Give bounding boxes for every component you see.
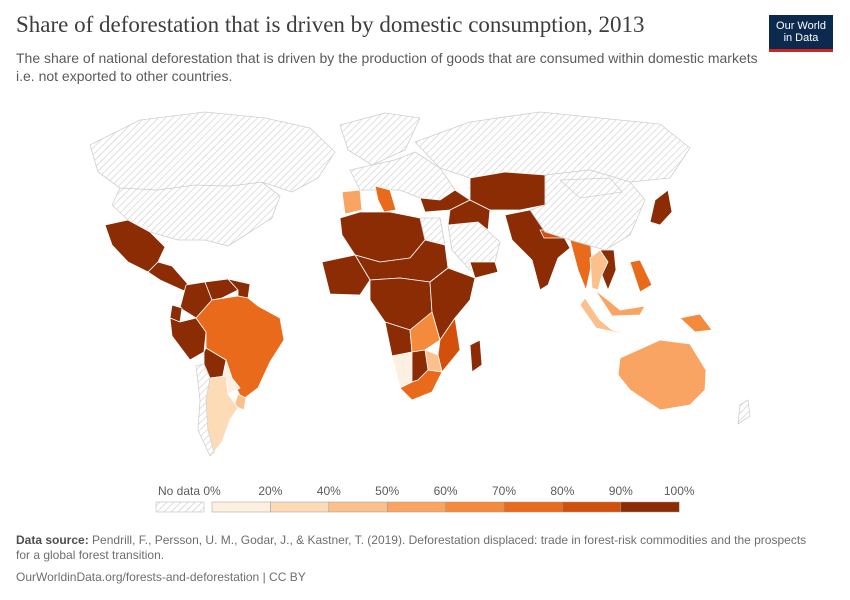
legend-tick-label-3: 50% bbox=[375, 484, 399, 498]
footer-link[interactable]: OurWorldinData.org/forests-and-deforesta… bbox=[16, 570, 260, 584]
legend-tick-label-8: 100% bbox=[664, 484, 695, 498]
footer-license: CC BY bbox=[269, 570, 306, 584]
legend-bin-6 bbox=[562, 501, 622, 513]
region-spain[interactable] bbox=[341, 189, 363, 215]
footer: OurWorldinData.org/forests-and-deforesta… bbox=[16, 570, 306, 584]
legend-tick-label-7: 90% bbox=[609, 484, 633, 498]
region-namibia[interactable] bbox=[391, 351, 413, 389]
legend-bin-1 bbox=[270, 501, 330, 513]
legend-bin-0 bbox=[211, 501, 271, 513]
region-italy[interactable] bbox=[374, 185, 397, 213]
region-malaysia[interactable] bbox=[594, 289, 646, 317]
logo-line-2: in Data bbox=[783, 32, 819, 44]
region-russia[interactable] bbox=[414, 111, 691, 183]
owid-logo[interactable]: Our World in Data bbox=[769, 15, 833, 52]
region-japan[interactable] bbox=[649, 189, 673, 226]
legend-tick-label-0: 0% bbox=[203, 484, 221, 498]
legend-tick-label-5: 70% bbox=[492, 484, 516, 498]
region-new-zealand[interactable] bbox=[737, 399, 751, 425]
region-sumatra[interactable] bbox=[579, 297, 633, 337]
region-west-africa[interactable] bbox=[321, 254, 371, 296]
region-north-africa[interactable] bbox=[339, 211, 426, 263]
color-legend: No data 0% 20% 40% 50% 60% 70% 80% 90% 100% bbox=[150, 483, 710, 517]
region-venezuela[interactable] bbox=[204, 278, 239, 301]
region-greenland[interactable] bbox=[339, 112, 421, 166]
region-australia[interactable] bbox=[617, 339, 707, 411]
legend-bin-7 bbox=[620, 501, 680, 513]
legend-no-data-label: No data bbox=[158, 484, 200, 498]
chart-subtitle: The share of national deforestation that… bbox=[16, 50, 758, 84]
world-map bbox=[0, 90, 850, 470]
legend-no-data-swatch bbox=[155, 501, 205, 513]
region-south-africa[interactable] bbox=[399, 369, 443, 401]
legend-tick-label-1: 20% bbox=[258, 484, 282, 498]
region-vietnam[interactable] bbox=[599, 249, 617, 291]
region-papua-new-guinea[interactable] bbox=[679, 313, 713, 333]
region-mozambique[interactable] bbox=[437, 317, 461, 373]
region-madagascar[interactable] bbox=[469, 339, 483, 373]
legend-bin-3 bbox=[386, 501, 446, 513]
legend-bin-5 bbox=[503, 501, 563, 513]
region-yemen[interactable] bbox=[469, 261, 499, 279]
legend-tick-label-2: 40% bbox=[317, 484, 341, 498]
region-philippines[interactable] bbox=[629, 259, 653, 293]
data-source: Data source: Pendrill, F., Persson, U. M… bbox=[16, 533, 816, 563]
region-zambia[interactable] bbox=[409, 311, 441, 353]
legend-tick-label-6: 80% bbox=[550, 484, 574, 498]
data-source-label: Data source: bbox=[16, 533, 89, 547]
region-central-asia[interactable] bbox=[469, 171, 546, 211]
region-mongolia[interactable] bbox=[559, 177, 623, 199]
chart-title: Share of deforestation that is driven by… bbox=[16, 12, 645, 37]
legend-bin-4 bbox=[445, 501, 505, 513]
legend-tick-label-4: 60% bbox=[434, 484, 458, 498]
region-chile[interactable] bbox=[195, 363, 215, 457]
logo-line-1: Our World bbox=[776, 20, 826, 32]
legend-bin-2 bbox=[328, 501, 388, 513]
data-source-text: Pendrill, F., Persson, U. M., Godar, J.,… bbox=[16, 533, 807, 562]
footer-separator: | bbox=[262, 570, 270, 584]
region-canada[interactable] bbox=[89, 111, 336, 193]
region-peru[interactable] bbox=[169, 317, 207, 361]
